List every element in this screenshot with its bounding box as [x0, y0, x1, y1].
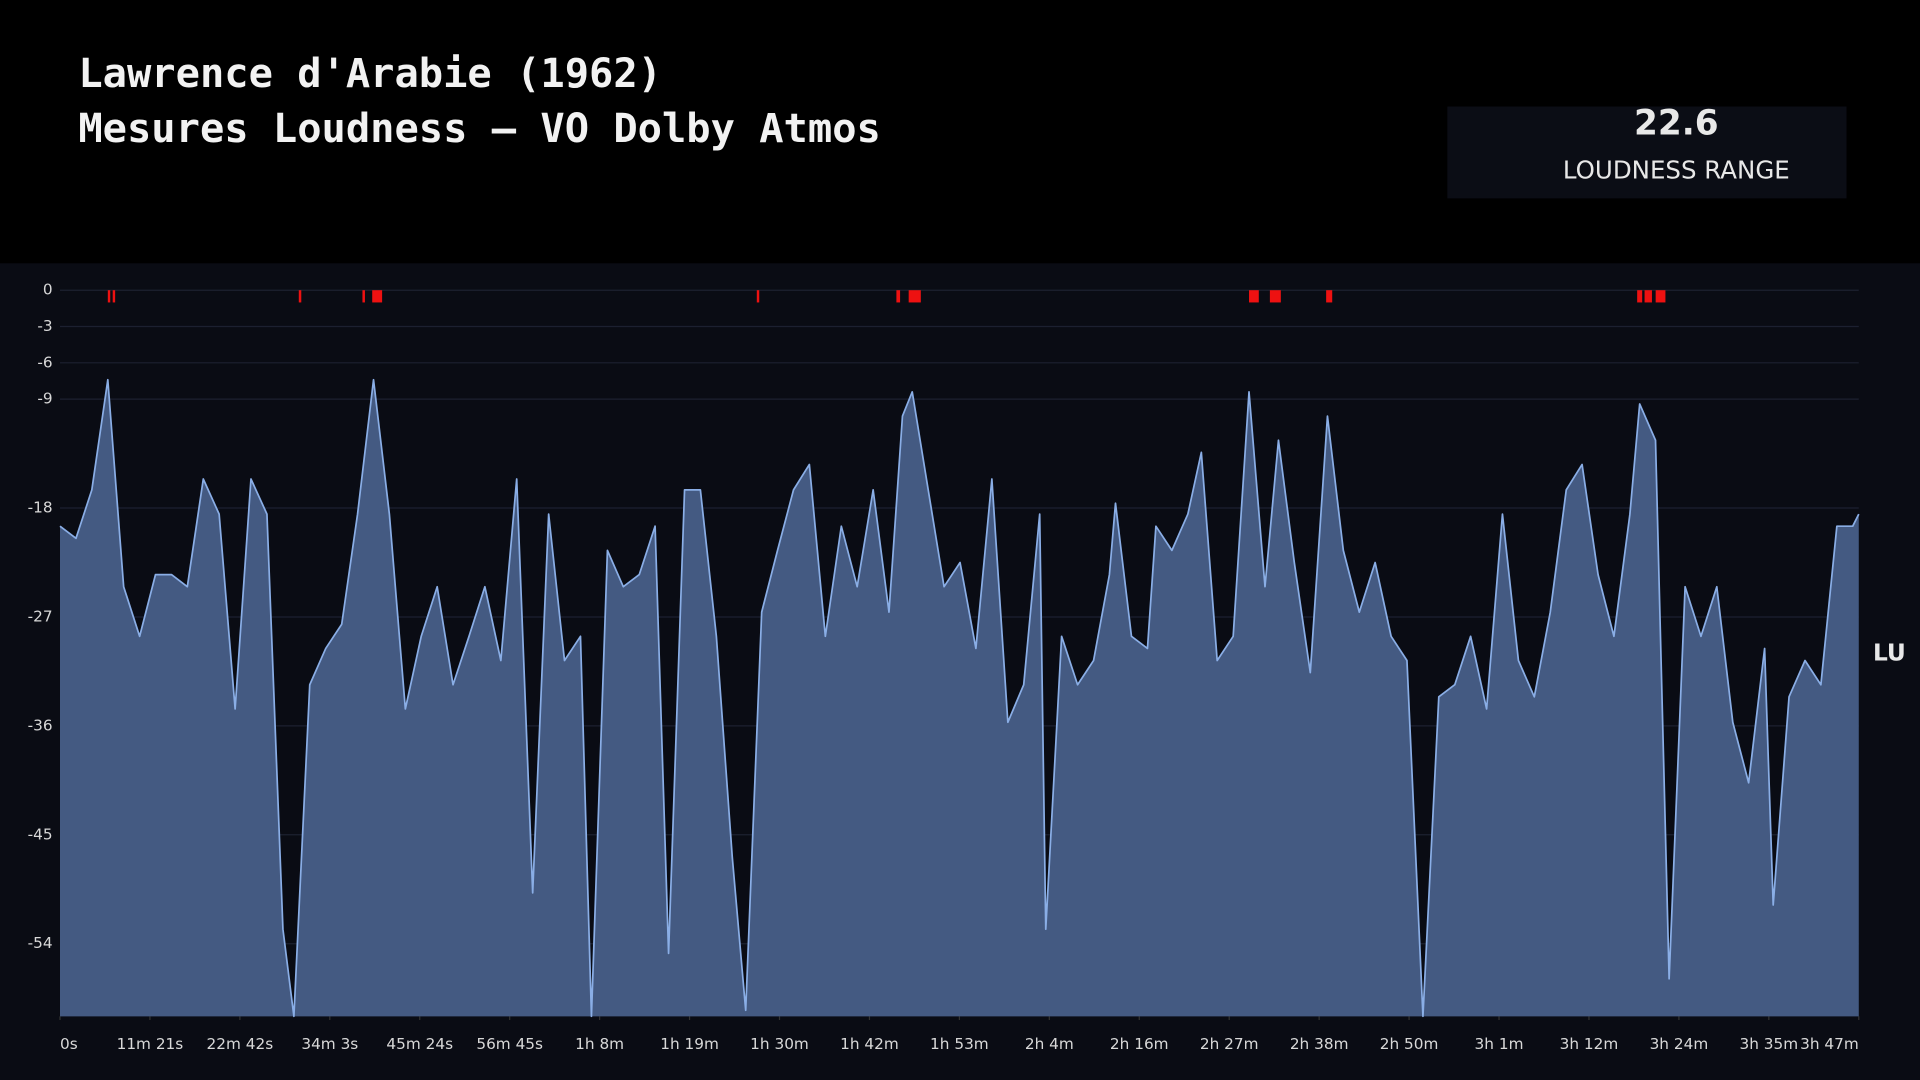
y-tick-label: -27 [28, 607, 53, 625]
x-tick-label: 0s [60, 1035, 78, 1053]
x-tick-label: 3h 35m [1740, 1035, 1799, 1053]
stat-label: LOUDNESS RANGE [1563, 155, 1790, 184]
y-tick-label: 0 [43, 281, 53, 299]
x-tick-label: 1h 30m [750, 1035, 809, 1053]
y-tick-label: -36 [28, 716, 53, 734]
chart-subtitle: Mesures Loudness – VO Dolby Atmos [78, 104, 880, 152]
x-tick-label: 1h 42m [840, 1035, 899, 1053]
x-tick-label: 45m 24s [386, 1035, 453, 1053]
x-tick-label: 3h 47m [1800, 1035, 1859, 1053]
true-peak-marker [756, 290, 760, 303]
line [59, 378, 1860, 1018]
x-tick-label: 2h 38m [1290, 1035, 1349, 1053]
y-tick-label: -9 [37, 390, 52, 408]
x-tick-label: 3h 1m [1475, 1035, 1524, 1053]
x-tick-label: 22m 42s [207, 1035, 274, 1053]
y-tick-label: -6 [37, 353, 52, 371]
x-tick-label: 2h 50m [1380, 1035, 1439, 1053]
true-peak-marker [298, 290, 302, 303]
x-tick-label: 2h 16m [1110, 1035, 1169, 1053]
y-tick-label: -54 [28, 934, 53, 952]
true-peak-marker [1249, 290, 1259, 303]
x-tick-label: 34m 3s [301, 1035, 358, 1053]
x-tick-label: 1h 53m [930, 1035, 989, 1053]
x-tick-label: 11m 21s [117, 1035, 184, 1053]
area-fill [60, 379, 1859, 1017]
stat-card [1447, 106, 1847, 199]
true-peak-marker [372, 290, 383, 303]
x-tick-label: 1h 19m [660, 1035, 719, 1053]
x-tick-label: 2h 4m [1025, 1035, 1074, 1053]
true-peak-marker [107, 290, 111, 303]
x-tick-label: 1h 8m [575, 1035, 624, 1053]
true-peak-marker [908, 290, 921, 303]
true-peak-marker [1637, 290, 1643, 303]
y-axis-label: LU [1873, 639, 1906, 666]
true-peak-marker [1644, 290, 1652, 303]
x-tick-label: 3h 12m [1560, 1035, 1619, 1053]
true-peak-marker [362, 290, 365, 303]
y-tick-label: -45 [28, 825, 53, 843]
true-peak-marker [112, 290, 116, 303]
chart-title: Lawrence d'Arabie (1962) [78, 49, 662, 97]
x-tick-label: 56m 45s [476, 1035, 543, 1053]
x-tick-label: 2h 27m [1200, 1035, 1259, 1053]
x-tick-label: 3h 24m [1650, 1035, 1709, 1053]
true-peak-marker [896, 290, 901, 303]
true-peak-marker [1326, 290, 1333, 303]
true-peak-marker [1655, 290, 1666, 303]
y-tick-label: -18 [28, 499, 53, 517]
y-tick-label: -3 [37, 317, 52, 335]
stat-value: 22.6 [1634, 103, 1719, 143]
true-peak-marker [1269, 290, 1281, 303]
